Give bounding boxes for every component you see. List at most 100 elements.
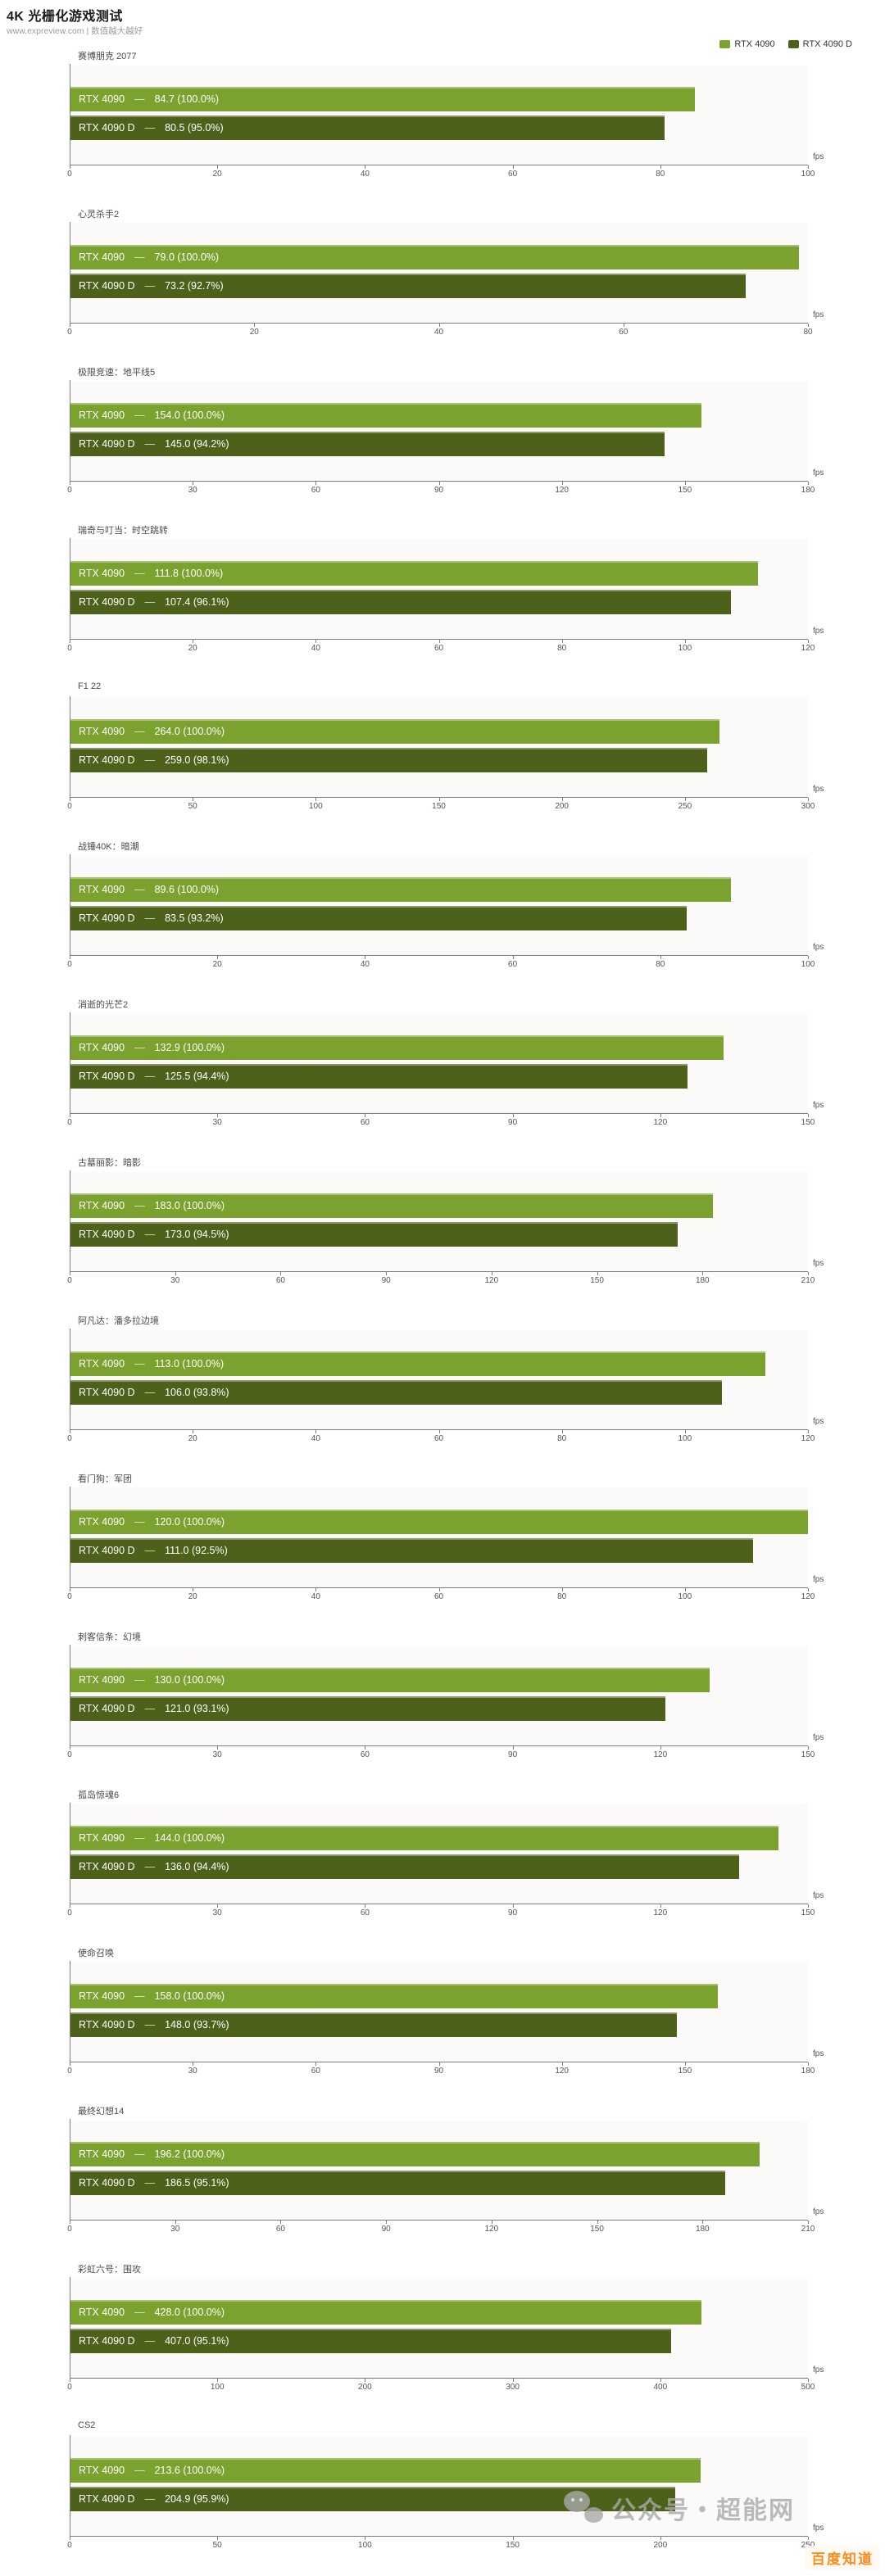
bar-value-label: 113.0 (100.0%): [154, 1358, 225, 1369]
tick-mark: [808, 482, 809, 485]
tick-mark: [217, 1904, 219, 1908]
bar-rtx-4090: RTX 4090 — 79.0 (100.0%): [70, 245, 799, 269]
tick-label: 200: [555, 802, 569, 811]
tick-mark: [175, 1272, 176, 1275]
bar-rtx-4090-d: RTX 4090 D — 173.0 (94.5%): [70, 1222, 678, 1247]
tick-label: 80: [557, 1434, 567, 1443]
tick-label: 30: [212, 1908, 222, 1917]
tick-label: 40: [433, 328, 444, 337]
tick-label: 210: [801, 1276, 815, 1285]
bar-series-name: RTX 4090: [79, 1674, 125, 1686]
bar-label-separator: —: [144, 2493, 156, 2505]
tick-label: 60: [508, 170, 518, 179]
tick-label: 90: [508, 1750, 518, 1759]
tick-label: 60: [619, 328, 629, 337]
bar-series-name: RTX 4090 D: [79, 1229, 135, 1240]
tick-label: 150: [801, 1750, 815, 1759]
chart-block: 彩虹六号：围攻 RTX 4090 — 428.0 (100.0%) RTX 40…: [0, 2259, 885, 2417]
bar-series-name: RTX 4090: [79, 1832, 125, 1844]
tick-mark: [808, 1272, 809, 1275]
bar-series-name: RTX 4090: [79, 726, 125, 737]
bar-value-label: 264.0 (100.0%): [154, 726, 225, 737]
watermark-wechat: 公众号・超能网: [564, 2490, 795, 2526]
axis-unit-label: fps: [813, 152, 824, 161]
game-title: 古墓丽影：暗影: [78, 1158, 141, 1168]
tick-label: 90: [433, 2067, 444, 2076]
bar-series-name: RTX 4090 D: [79, 280, 135, 292]
tick-label: 120: [801, 1434, 815, 1443]
tick-label: 120: [653, 1118, 668, 1127]
tick-mark: [597, 1272, 598, 1275]
tick-label: 300: [801, 802, 815, 811]
game-title: F1 22: [78, 681, 102, 691]
tick-mark: [438, 1430, 440, 1433]
tick-label: 100: [678, 1434, 692, 1443]
bar-rtx-4090: RTX 4090 — 120.0 (100.0%): [70, 1510, 808, 1534]
tick-mark: [386, 2221, 388, 2224]
bar-value-label: 79.0 (100.0%): [154, 251, 220, 263]
tick-label: 60: [433, 1592, 444, 1601]
tick-mark: [808, 1746, 809, 1750]
bar-label-separator: —: [144, 754, 156, 766]
bar-rtx-4090: RTX 4090 — 111.8 (100.0%): [70, 561, 758, 586]
bar-value-label: 145.0 (94.2%): [165, 438, 229, 450]
legend-swatch-rtx-4090: [719, 40, 731, 48]
x-axis-line: [70, 2220, 808, 2221]
bar-label-separator: —: [144, 2335, 156, 2347]
tick-label: 0: [67, 486, 72, 495]
game-title: 使命召唤: [78, 1949, 114, 1958]
tick-label: 20: [188, 644, 197, 653]
game-title: 瑞奇与叮当：时空跳转: [78, 526, 168, 536]
x-axis-line: [70, 323, 808, 324]
plot-area: RTX 4090 — 89.6 (100.0%) RTX 4090 D — 83…: [70, 856, 808, 955]
tick-mark: [315, 1430, 317, 1433]
bar-series-name: RTX 4090 D: [79, 1387, 135, 1398]
tick-label: 30: [170, 1276, 180, 1285]
chart-block: 极限竞速：地平线5 RTX 4090 — 154.0 (100.0%) RTX …: [0, 362, 885, 520]
tick-label: 90: [508, 1908, 518, 1917]
tick-mark: [512, 1904, 514, 1908]
tick-label: 40: [311, 1592, 320, 1601]
bar-series-name: RTX 4090 D: [79, 2493, 135, 2505]
plot-area: RTX 4090 — 183.0 (100.0%) RTX 4090 D — 1…: [70, 1172, 808, 1271]
bar-label-separator: —: [134, 93, 145, 105]
game-title: 刺客信条：幻境: [78, 1632, 141, 1642]
bar-rtx-4090: RTX 4090 — 183.0 (100.0%): [70, 1193, 714, 1218]
tick-mark: [315, 798, 317, 801]
tick-label: 50: [212, 2541, 222, 2550]
tick-label: 80: [557, 1592, 567, 1601]
plot-area: RTX 4090 — 113.0 (100.0%) RTX 4090 D — 1…: [70, 1330, 808, 1429]
tick-mark: [808, 1430, 809, 1433]
tick-label: 120: [555, 2067, 569, 2076]
bar-series-name: RTX 4090: [79, 2465, 125, 2476]
tick-label: 100: [678, 1592, 692, 1601]
x-axis-ticks: 0 20 40 60 80 100: [67, 956, 815, 974]
tick-label: 40: [311, 644, 320, 653]
x-axis-line: [70, 639, 808, 640]
plot-area: RTX 4090 — 130.0 (100.0%) RTX 4090 D — 1…: [70, 1646, 808, 1745]
tick-mark: [808, 1588, 809, 1591]
tick-label: 150: [506, 2541, 520, 2550]
tick-mark: [438, 482, 440, 485]
bar-rtx-4090: RTX 4090 — 84.7 (100.0%): [70, 87, 696, 111]
bar-series-name: RTX 4090 D: [79, 1545, 135, 1556]
tick-mark: [254, 324, 256, 327]
axis-unit-label: fps: [813, 1575, 824, 1584]
axis-unit-label: fps: [813, 785, 824, 794]
bar-value-label: 84.7 (100.0%): [154, 93, 220, 105]
tick-mark: [512, 2537, 514, 2540]
plot-area: RTX 4090 — 213.6 (100.0%) RTX 4090 D — 2…: [70, 2437, 808, 2536]
axis-unit-label: fps: [813, 1733, 824, 1742]
plot-area: RTX 4090 — 111.8 (100.0%) RTX 4090 D — 1…: [70, 540, 808, 639]
bar-rtx-4090: RTX 4090 — 89.6 (100.0%): [70, 877, 732, 902]
tick-mark: [660, 1114, 661, 1117]
chart-block: 心灵杀手2 RTX 4090 — 79.0 (100.0%) RTX 4090 …: [0, 204, 885, 362]
bar-rtx-4090-d: RTX 4090 D — 125.5 (94.4%): [70, 1064, 688, 1089]
chart-block: 赛博朋克 2077 RTX 4090 — 84.7 (100.0%) RTX 4…: [0, 46, 885, 204]
tick-mark: [808, 1114, 809, 1117]
tick-label: 120: [801, 644, 815, 653]
chart-block: 最终幻想14 RTX 4090 — 196.2 (100.0%) RTX 409…: [0, 2101, 885, 2259]
x-axis-ticks: 0 50 100 150 200 250: [67, 2537, 815, 2555]
tick-label: 0: [67, 1434, 72, 1443]
tick-label: 150: [678, 486, 692, 495]
